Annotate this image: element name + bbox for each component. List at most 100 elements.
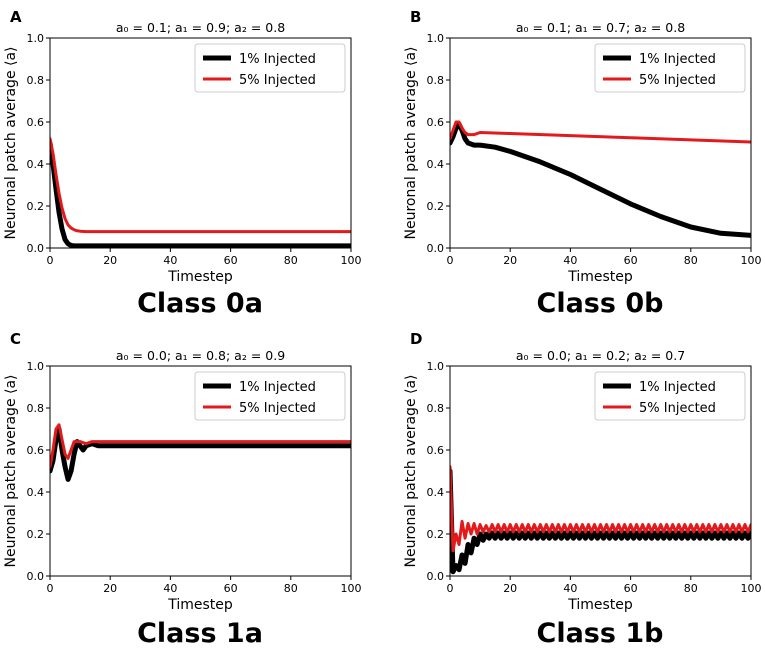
series-line-five-percent	[450, 120, 751, 144]
x-tick-label: 60	[224, 582, 238, 595]
y-tick-label: 0.0	[427, 242, 445, 255]
plot-frame	[49, 365, 352, 577]
y-tick-label: 0.2	[427, 528, 445, 541]
series-line-one-percent	[50, 140, 351, 248]
y-tick-label: 0.6	[27, 444, 45, 457]
x-tick-label: 100	[341, 582, 362, 595]
panel-letter: B	[410, 8, 421, 26]
legend-label-five-percent: 5% Injected	[639, 73, 716, 88]
legend-label-one-percent: 1% Injected	[239, 52, 316, 67]
series-line-one-percent	[450, 468, 751, 575]
x-tick-label: 0	[447, 254, 454, 267]
y-tick-label: 0.8	[27, 402, 45, 415]
series-group	[450, 465, 751, 575]
legend-label-one-percent: 1% Injected	[239, 380, 316, 395]
x-tick-label: 80	[284, 254, 298, 267]
series-group	[50, 137, 351, 248]
y-axis-label: Neuronal patch average ⟨a⟩	[403, 46, 419, 239]
y-tick-label: 0.2	[27, 528, 45, 541]
x-tick-label: 60	[624, 582, 638, 595]
class-label: Class 1a	[137, 618, 263, 649]
x-tick-label: 60	[624, 254, 638, 267]
series-line-five-percent	[50, 137, 351, 234]
y-tick-label: 0.6	[427, 444, 445, 457]
y-tick-label: 1.0	[427, 360, 445, 373]
x-tick-label: 40	[563, 254, 577, 267]
y-tick-label: 0.0	[27, 242, 45, 255]
plot-frame	[49, 37, 352, 249]
chart-panel-d: Da₀ = 0.0; a₁ = 0.2; a₂ = 0.7 0 20 40 60 80 10…	[403, 330, 762, 649]
x-tick-label: 0	[447, 582, 454, 595]
y-tick-label: 0.6	[27, 116, 45, 129]
y-tick-label: 1.0	[27, 32, 45, 45]
x-tick-label: 40	[163, 254, 177, 267]
legend-box	[594, 371, 746, 421]
x-tick-label: 20	[503, 254, 517, 267]
legend-label-one-percent: 1% Injected	[639, 380, 716, 395]
legend-label-one-percent: 1% Injected	[639, 52, 716, 67]
plot-title: a₀ = 0.0; a₁ = 0.8; a₂ = 0.9	[116, 348, 285, 363]
x-tick-label: 0	[47, 254, 54, 267]
chart-panel-a: Aa₀ = 0.1; a₁ = 0.9; a₂ = 0.8 0 20 40 60 80 10…	[3, 8, 362, 319]
x-tick-label: 60	[224, 254, 238, 267]
x-axis-label: Timestep	[567, 597, 633, 613]
plot-frame	[449, 37, 752, 249]
plot-frame	[449, 365, 752, 577]
x-tick-label: 40	[163, 582, 177, 595]
y-tick-label: 0.8	[27, 74, 45, 87]
y-tick-label: 0.6	[427, 116, 445, 129]
class-label: Class 1b	[537, 618, 664, 649]
chart-panel-c: Ca₀ = 0.0; a₁ = 0.8; a₂ = 0.9 0 20 40 60 80 10…	[3, 330, 362, 649]
legend-box	[594, 43, 746, 93]
panel-letter: A	[10, 8, 22, 26]
x-tick-label: 80	[684, 254, 698, 267]
y-tick-label: 0.8	[427, 402, 445, 415]
series-line-five-percent	[450, 465, 751, 553]
panel-letter: C	[10, 330, 21, 348]
x-tick-label: 0	[47, 582, 54, 595]
legend-label-five-percent: 5% Injected	[239, 73, 316, 88]
legend-label-five-percent: 5% Injected	[639, 401, 716, 416]
plot-title: a₀ = 0.0; a₁ = 0.2; a₂ = 0.7	[516, 348, 685, 363]
legend-box	[194, 43, 346, 93]
series-group	[450, 120, 751, 238]
y-tick-label: 1.0	[427, 32, 445, 45]
chart-panel-b: Ba₀ = 0.1; a₁ = 0.7; a₂ = 0.8 0 20 40 60 80 10…	[403, 8, 762, 319]
legend: 1% Injected 5% Injected	[194, 43, 346, 93]
y-axis-label: Neuronal patch average ⟨a⟩	[3, 374, 19, 567]
class-label: Class 0a	[137, 288, 263, 319]
y-axis-label: Neuronal patch average ⟨a⟩	[3, 46, 19, 239]
x-axis-label: Timestep	[167, 597, 233, 613]
y-tick-label: 0.4	[27, 486, 45, 499]
y-tick-label: 0.2	[427, 200, 445, 213]
panel-letter: D	[410, 330, 422, 348]
x-tick-label: 80	[284, 582, 298, 595]
y-tick-label: 0.4	[427, 158, 445, 171]
series-group	[50, 423, 351, 482]
x-axis-label: Timestep	[167, 269, 233, 285]
y-tick-label: 1.0	[27, 360, 45, 373]
x-tick-label: 20	[103, 254, 117, 267]
x-tick-label: 20	[103, 582, 117, 595]
legend: 1% Injected 5% Injected	[594, 371, 746, 421]
y-tick-label: 0.2	[27, 200, 45, 213]
legend-box	[194, 371, 346, 421]
plot-title: a₀ = 0.1; a₁ = 0.9; a₂ = 0.8	[116, 20, 285, 35]
x-tick-label: 20	[503, 582, 517, 595]
legend-label-five-percent: 5% Injected	[239, 401, 316, 416]
y-tick-label: 0.8	[427, 74, 445, 87]
x-axis-label: Timestep	[567, 269, 633, 285]
y-tick-label: 0.0	[27, 570, 45, 583]
series-line-one-percent	[50, 426, 351, 482]
legend: 1% Injected 5% Injected	[194, 371, 346, 421]
x-tick-label: 100	[741, 254, 762, 267]
series-line-five-percent	[50, 423, 351, 469]
x-tick-label: 40	[563, 582, 577, 595]
legend: 1% Injected 5% Injected	[594, 43, 746, 93]
y-tick-label: 0.0	[427, 570, 445, 583]
y-axis-label: Neuronal patch average ⟨a⟩	[403, 374, 419, 567]
class-label: Class 0b	[537, 288, 664, 319]
plot-title: a₀ = 0.1; a₁ = 0.7; a₂ = 0.8	[516, 20, 685, 35]
y-tick-label: 0.4	[427, 486, 445, 499]
